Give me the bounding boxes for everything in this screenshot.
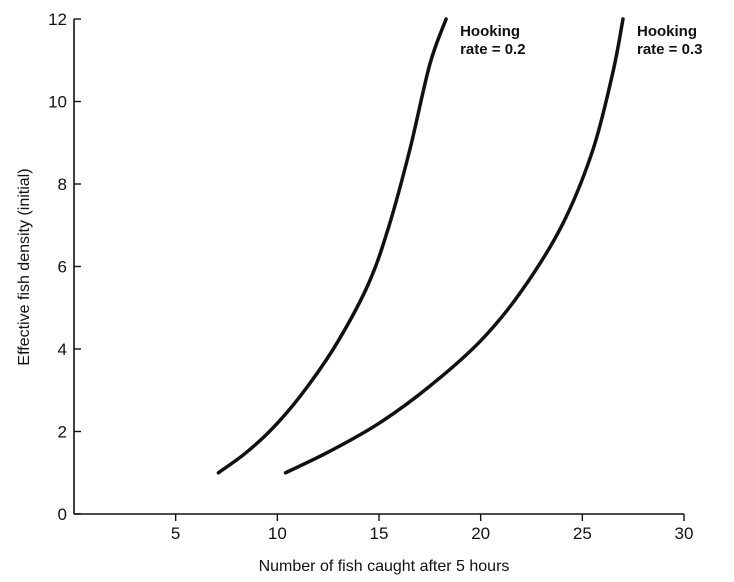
x-tick-label: 15 — [370, 524, 389, 543]
series-lines — [216, 17, 625, 475]
series-1-label-line-2: rate = 0.2 — [460, 41, 525, 58]
y-axis-title: Effective fish density (initial) — [16, 168, 33, 365]
y-tick-label: 2 — [58, 423, 67, 442]
x-tick-label: 30 — [675, 524, 694, 543]
x-tick-label: 5 — [171, 524, 180, 543]
x-axis-title: Number of fish caught after 5 hours — [259, 558, 510, 575]
y-tick-label: 10 — [48, 93, 67, 112]
series-1-label-line-1: Hooking — [460, 23, 520, 40]
axes — [73, 19, 684, 515]
y-tick-label: 6 — [58, 258, 67, 277]
y-tick-label: 12 — [48, 10, 67, 29]
y-tick-label: 4 — [58, 340, 67, 359]
y-tick-label: 0 — [58, 505, 67, 524]
y-tick-label: 8 — [58, 175, 67, 194]
tick-marks — [74, 18, 685, 521]
series-line-1 — [216, 17, 448, 475]
x-tick-label: 10 — [268, 524, 287, 543]
x-tick-label: 25 — [573, 524, 592, 543]
tick-labels: 5 10 15 20 25 30 0 2 4 6 8 10 12 — [48, 10, 693, 543]
series-2-label-line-2: rate = 0.3 — [637, 41, 702, 58]
x-tick-label: 20 — [471, 524, 490, 543]
series-line-2 — [283, 17, 625, 475]
series-2-label-line-1: Hooking — [637, 23, 697, 40]
